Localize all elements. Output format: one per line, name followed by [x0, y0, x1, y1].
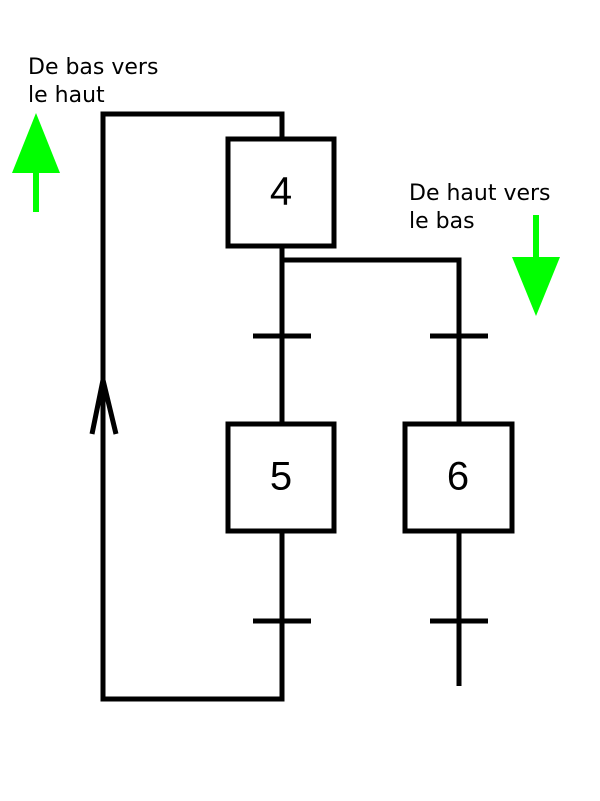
step-4-box	[225, 136, 337, 249]
annotation-bottom-to-top: De bas vers le haut	[28, 54, 158, 110]
annotation-up-line1: De bas vers	[28, 55, 159, 80]
arrow-up-icon	[12, 113, 60, 212]
annotation-down-line2: le bas	[409, 209, 475, 234]
step-5-label: 5	[270, 455, 292, 499]
step-5-box	[225, 421, 337, 534]
arrow-down-icon	[512, 215, 560, 316]
link-step4-step6	[282, 257, 462, 424]
step-4-label: 4	[270, 170, 292, 214]
loop-back-arrowhead	[89, 379, 119, 435]
loop-back-link	[100, 111, 285, 702]
step-6-label: 6	[447, 455, 469, 499]
annotation-top-to-bottom: De haut vers le bas	[409, 180, 551, 236]
step-6-box	[402, 421, 515, 534]
annotation-up-line2: le haut	[28, 83, 105, 108]
annotation-down-line1: De haut vers	[409, 181, 551, 206]
